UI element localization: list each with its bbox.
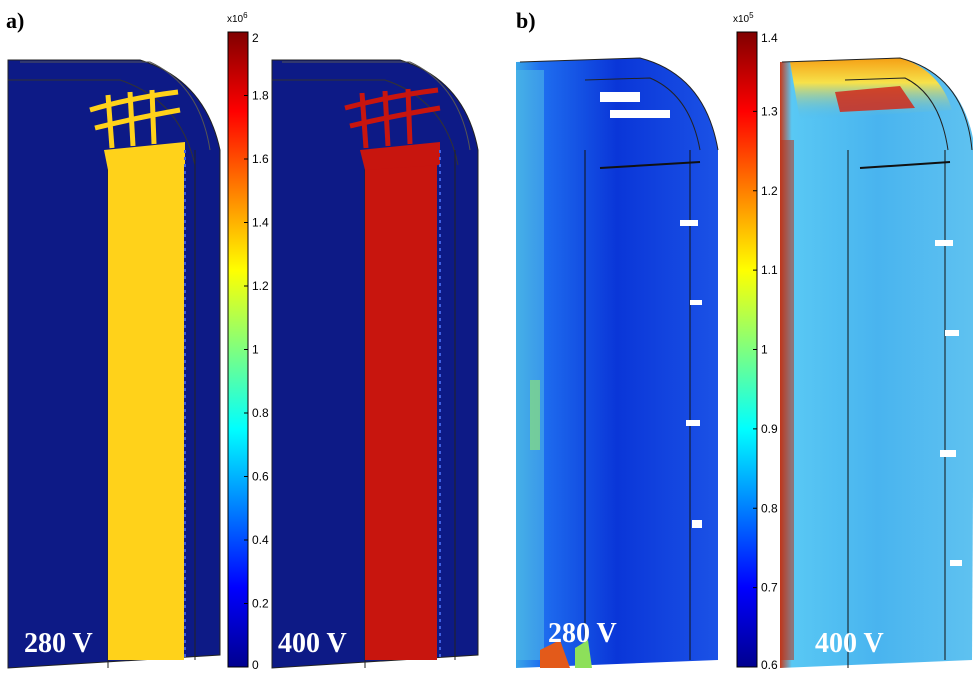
colorbar-b-tick-label: 0.7 (761, 581, 778, 595)
colorbar-a-multiplier: x106 (227, 11, 248, 25)
colorbar-a-tick-label: 1.4 (252, 216, 269, 230)
colorbar-a-tick-label: 0.2 (252, 597, 269, 611)
colorbar-a-tick-label: 1.8 (252, 89, 269, 103)
panel-b-400v-label: 400 V (815, 628, 884, 659)
colorbar-b-tick-label: 1.3 (761, 104, 778, 118)
panel-b-label: b) (516, 8, 536, 33)
colorbar-b-tick-label: 1.2 (761, 184, 778, 198)
colorbar-b-tick-label: 0.8 (761, 501, 778, 515)
panel-a-400v-label: 400 V (278, 628, 347, 659)
colorbar-b-tick-label: 1.4 (761, 31, 778, 45)
panel-b-280v-label: 280 V (548, 618, 617, 649)
colorbar-a-tick-label: 2 (252, 31, 259, 45)
colorbar-a-tick-label: 1 (252, 343, 259, 357)
panel-a-view-280v: 280 V (7, 59, 221, 669)
panel-a-400v-strip (365, 165, 437, 660)
colorbar-b-tick-label: 0.9 (761, 422, 778, 436)
colorbar-b-multiplier: x105 (733, 11, 754, 25)
colorbar-a-tick-label: 1.2 (252, 279, 269, 293)
colorbar-b: x105 0.6 0.7 0.8 0.9 1 1.1 1.2 1.3 1.4 (733, 11, 778, 672)
panel-b-view-400v: 400 V (780, 57, 973, 668)
panel-a-view-400v: 400 V (271, 59, 479, 669)
colorbar-a-tick-label: 0.8 (252, 406, 269, 420)
colorbar-b-tick-label: 1.1 (761, 263, 778, 277)
colorbar-a-ticks: 0 0.2 0.4 0.6 0.8 1 1.2 1.4 1.6 1.8 2 (244, 31, 269, 672)
panel-a-280v-strip (108, 165, 184, 660)
panel-a-label: a) (6, 8, 24, 33)
panel-a-280v-label: 280 V (24, 628, 93, 659)
colorbar-b-ticks: 0.6 0.7 0.8 0.9 1 1.1 1.2 1.3 1.4 (753, 31, 778, 672)
colorbar-a: x106 0 0.2 0.4 0.6 0.8 1 1.2 1.4 1.6 1.8 2 (227, 11, 269, 672)
colorbar-b-tick-label: 1 (761, 343, 768, 357)
colorbar-a-tick-label: 0 (252, 658, 259, 672)
colorbar-a-tick-label: 0.4 (252, 533, 269, 547)
colorbar-b-tick-label: 0.6 (761, 658, 778, 672)
panel-b-view-280v: 280 V (516, 57, 719, 668)
colorbar-a-tick-label: 0.6 (252, 470, 269, 484)
colorbar-a-tick-label: 1.6 (252, 152, 269, 166)
